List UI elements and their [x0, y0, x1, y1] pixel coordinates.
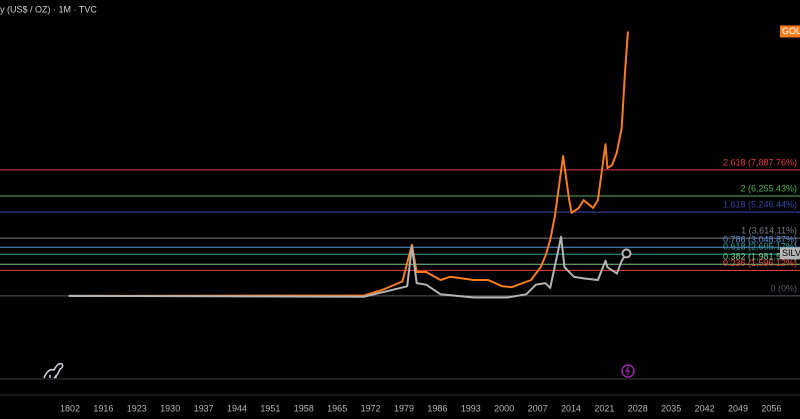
- level-label: 0.786 (3,048.87%): [723, 235, 797, 245]
- level-label: 0.618 (2,605.17%): [723, 242, 797, 252]
- level-label: 1 (3,614.11%): [741, 226, 797, 236]
- x-tick-label: 2042: [695, 403, 715, 413]
- x-tick-label: 1958: [294, 403, 314, 413]
- flash-icon[interactable]: [621, 364, 635, 378]
- x-tick-label: 1930: [160, 403, 180, 413]
- logo: [43, 362, 64, 379]
- x-tick-label: 2014: [561, 403, 581, 413]
- level-label: 1.618 (5,246.44%): [723, 199, 797, 209]
- legend-label: GOLD: [782, 26, 800, 36]
- legend-tag: [780, 25, 800, 38]
- x-tick-label: 1944: [227, 403, 247, 413]
- x-tick-label: 1802: [60, 403, 80, 413]
- x-tick-label: 1951: [260, 403, 280, 413]
- last-point: [621, 248, 632, 259]
- legend-tag: [780, 247, 800, 260]
- x-tick-label: 1972: [361, 403, 381, 413]
- x-tick-label: 2007: [528, 403, 548, 413]
- x-tick-label: 1923: [127, 403, 147, 413]
- x-tick-label: 2035: [661, 403, 681, 413]
- chart-title: y (US$ / OZ) · 1M · TVC: [0, 4, 97, 14]
- x-tick-label: 1993: [461, 403, 481, 413]
- x-tick-label: 1965: [327, 403, 347, 413]
- level-label: 2.618 (7,887.76%): [723, 157, 797, 167]
- x-tick-label: 2000: [494, 403, 514, 413]
- series-line: [68, 235, 628, 299]
- x-tick-label: 1916: [93, 403, 113, 413]
- level-label: 2 (6,255.43%): [740, 183, 797, 193]
- x-tick-label: 1937: [194, 403, 214, 413]
- level-label: 0.236 (1,596.12%): [723, 258, 797, 268]
- series-line: [68, 31, 629, 297]
- x-tick-label: 1979: [394, 403, 414, 413]
- level-label: 0 (0%): [770, 283, 797, 293]
- x-tick-label: 1986: [427, 403, 447, 413]
- x-tick-label: 2049: [728, 403, 748, 413]
- legend-label: SILVER: [782, 248, 800, 258]
- level-label: 0.382 (1,981.57%): [723, 252, 797, 262]
- x-tick-label: 2056: [761, 403, 781, 413]
- x-tick-label: 2028: [628, 403, 648, 413]
- x-tick-label: 2021: [594, 403, 614, 413]
